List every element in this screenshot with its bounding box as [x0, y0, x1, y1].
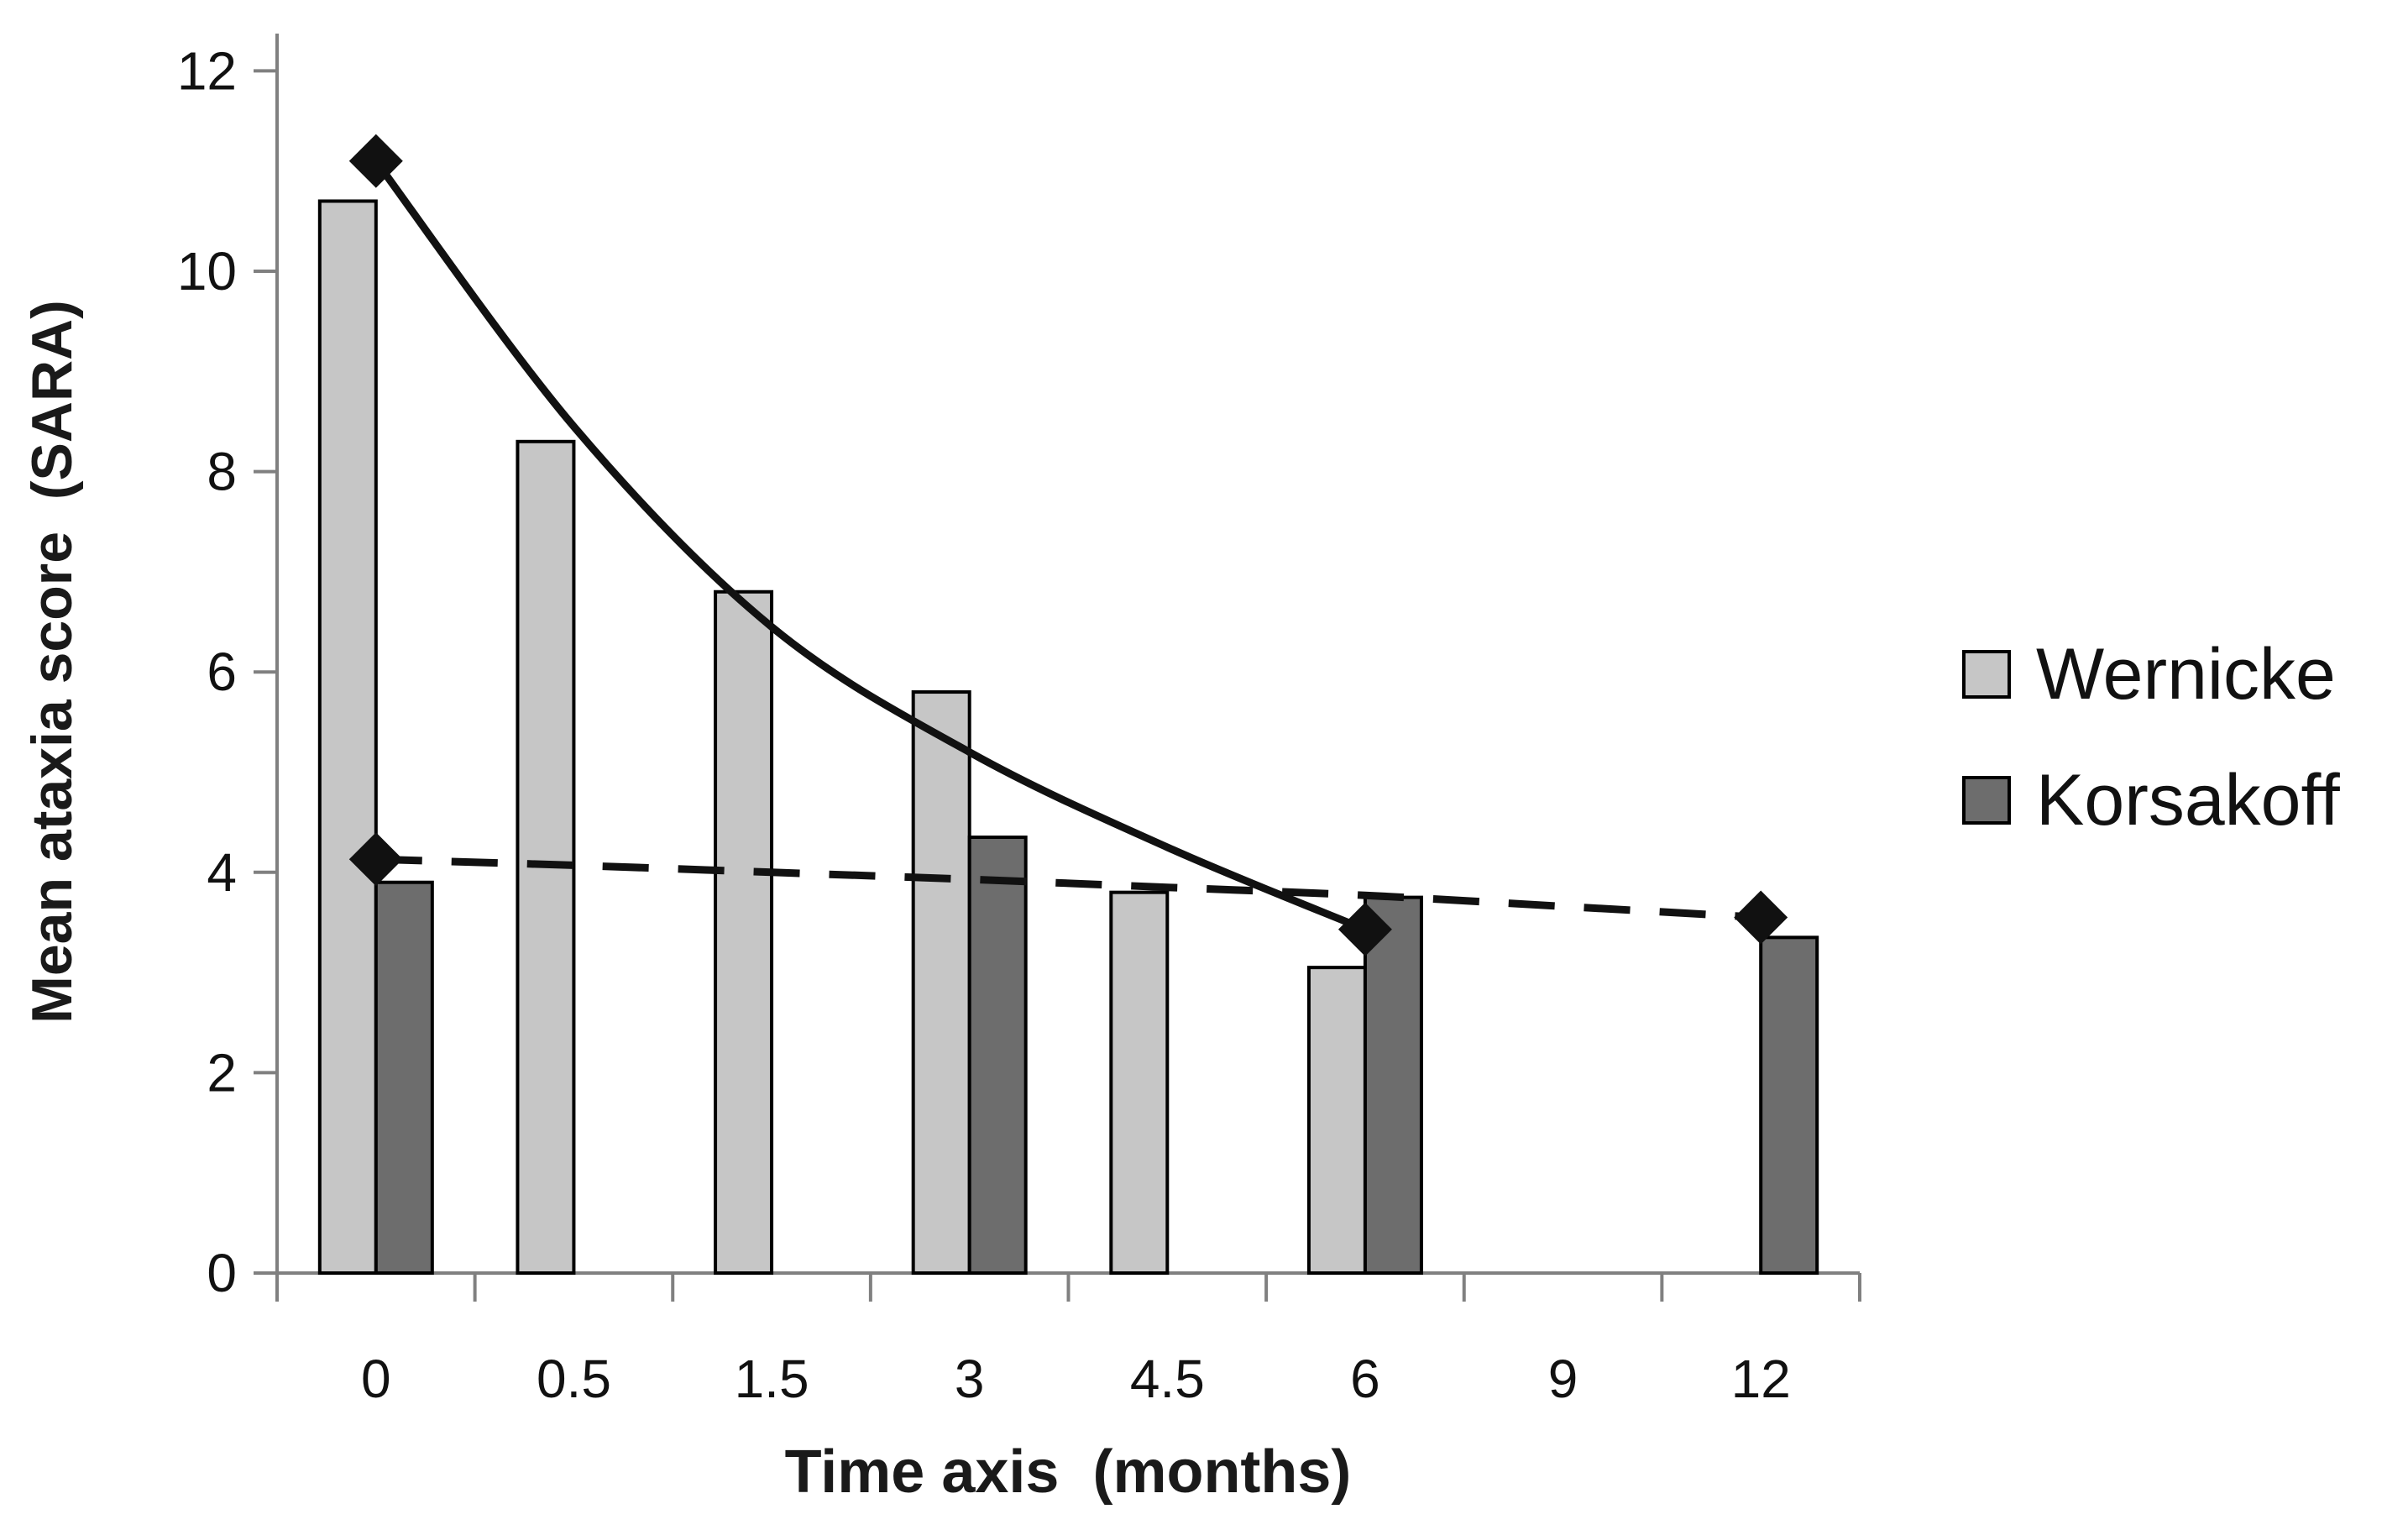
y-tick-label: 4 [207, 842, 237, 903]
bar-korsakoff-0 [374, 880, 434, 1275]
bar-wernicke-4.5 [1109, 890, 1170, 1276]
legend-item-korsakoff: Korsakoff [1962, 764, 2340, 836]
trend-marker-diamond [1337, 902, 1392, 956]
y-tick-label: 0 [207, 1243, 237, 1303]
trend-solid [373, 159, 1367, 933]
legend-label-korsakoff: Korsakoff [2036, 760, 2340, 841]
bar-wernicke-1.5 [714, 589, 774, 1275]
y-axis-title: Mean ataxia score (SARA) [20, 300, 84, 1024]
y-tick-label: 12 [177, 40, 237, 101]
y-tick-label: 10 [177, 241, 237, 301]
y-tick-label: 2 [207, 1042, 237, 1103]
x-tick-label: 9 [1548, 1349, 1578, 1409]
x-tick-label: 4.5 [1130, 1349, 1205, 1409]
legend-item-wernicke: Wernicke [1962, 638, 2340, 710]
bar-wernicke-0 [317, 199, 378, 1276]
korsakoff-swatch [1962, 776, 2011, 825]
bar-korsakoff-12 [1759, 935, 1819, 1275]
trend-marker-diamond [1734, 890, 1788, 945]
x-tick-label: 1.5 [735, 1349, 809, 1409]
trend-marker-diamond [348, 134, 403, 188]
bar-korsakoff-3 [967, 836, 1028, 1275]
x-axis-title: Time axis (months) [784, 1438, 1352, 1506]
wernicke-swatch [1962, 650, 2011, 699]
trend-dashed [375, 855, 1762, 921]
x-tick-label: 0.5 [537, 1349, 611, 1409]
y-tick-label: 6 [207, 642, 237, 702]
legend-label-wernicke: Wernicke [2036, 634, 2336, 715]
y-tick-label: 8 [207, 442, 237, 502]
bar-korsakoff-6 [1363, 895, 1423, 1275]
x-tick-label: 12 [1731, 1349, 1791, 1409]
trend-marker-diamond [348, 832, 403, 887]
bar-wernicke-6 [1306, 966, 1367, 1275]
x-tick-label: 6 [1350, 1349, 1380, 1409]
bar-wernicke-3 [911, 690, 971, 1275]
x-tick-label: 3 [955, 1349, 985, 1409]
legend: Wernicke Korsakoff [1962, 638, 2340, 836]
x-tick-label: 0 [361, 1349, 391, 1409]
bar-wernicke-0.5 [516, 439, 576, 1275]
